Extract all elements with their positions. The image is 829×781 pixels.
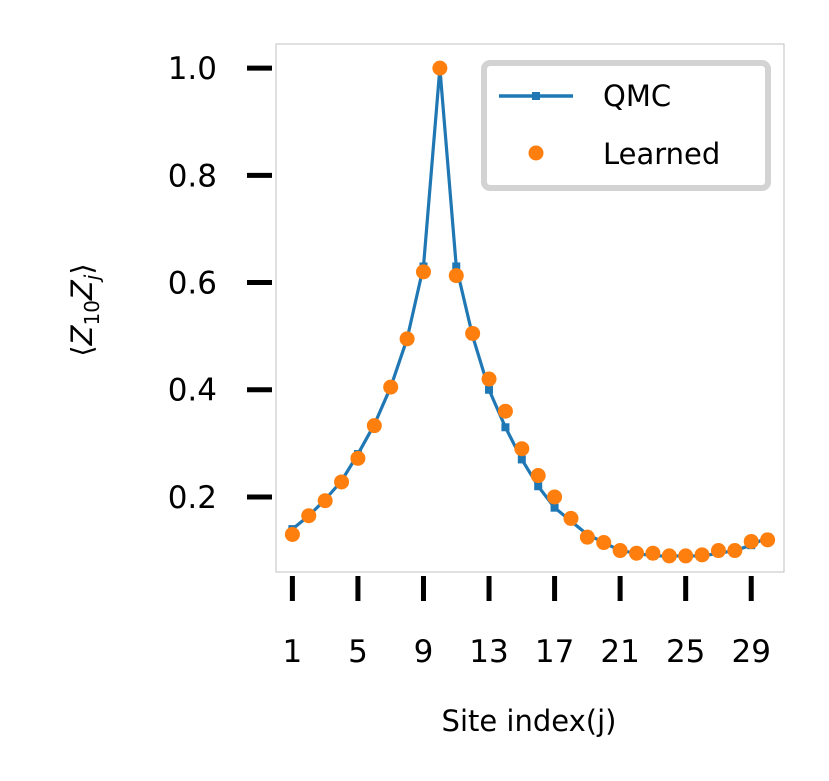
learned-point <box>448 268 464 284</box>
learned-point <box>530 468 546 484</box>
legend-qmc-label: QMC <box>603 79 671 113</box>
y-tick-label: 1.0 <box>168 51 217 87</box>
learned-point <box>727 543 743 559</box>
learned-point <box>563 510 579 526</box>
learned-point <box>547 489 563 505</box>
learned-point <box>760 532 776 548</box>
learned-point <box>350 450 366 466</box>
y-axis-label: ⟨Z10Zj⟩ <box>65 263 104 356</box>
x-tick-label: 17 <box>535 634 574 670</box>
y-tick-label: 0.4 <box>168 373 217 409</box>
learned-point <box>399 331 415 347</box>
legend-learned-label: Learned <box>603 137 720 171</box>
y-tick-label: 0.6 <box>168 266 217 302</box>
qmc-point <box>501 423 510 432</box>
learned-point <box>432 60 448 76</box>
learned-point <box>596 535 612 551</box>
x-tick-label: 13 <box>469 634 508 670</box>
plot-frame <box>275 43 785 573</box>
qmc-point <box>534 482 543 491</box>
learned-point <box>465 325 481 341</box>
qmc-point <box>517 455 526 464</box>
learned-point <box>612 543 628 559</box>
x-axis-label: Site index(j) <box>442 704 617 738</box>
legend-qmc-marker <box>532 92 540 100</box>
qmc-point <box>550 503 559 512</box>
learned-point <box>383 379 399 395</box>
learned-point <box>694 547 710 563</box>
learned-point <box>661 548 677 564</box>
qmc-point <box>452 262 461 271</box>
learned-point <box>284 526 300 542</box>
x-tick-label: 5 <box>348 634 368 670</box>
learned-point <box>497 403 513 419</box>
y-tick-label: 0.8 <box>168 158 217 194</box>
learned-point <box>317 493 333 509</box>
learned-point <box>579 529 595 545</box>
y-tick-label: 0.2 <box>168 480 217 516</box>
learned-point <box>334 474 350 490</box>
learned-point <box>743 533 759 549</box>
x-tick-label: 29 <box>731 634 770 670</box>
legend-learned-marker <box>528 145 544 161</box>
x-tick-label: 1 <box>283 634 303 670</box>
x-tick-label: 9 <box>414 634 434 670</box>
x-tick-label: 25 <box>666 634 705 670</box>
x-tick-label: 21 <box>600 634 639 670</box>
learned-point <box>481 371 497 387</box>
legend: QMC Learned <box>481 60 771 191</box>
learned-point <box>678 548 694 564</box>
learned-point <box>301 508 317 524</box>
x-axis: 1 5 9 13 17 21 25 29 <box>283 576 771 670</box>
learned-point <box>629 545 645 561</box>
learned-point <box>415 264 431 280</box>
plot-area <box>284 60 776 564</box>
learned-point <box>366 418 382 434</box>
learned-point <box>514 441 530 457</box>
qmc-point <box>485 385 494 394</box>
y-axis: 0.2 0.4 0.6 0.8 1.0 <box>168 51 272 516</box>
learned-point <box>710 543 726 559</box>
learned-point <box>645 545 661 561</box>
